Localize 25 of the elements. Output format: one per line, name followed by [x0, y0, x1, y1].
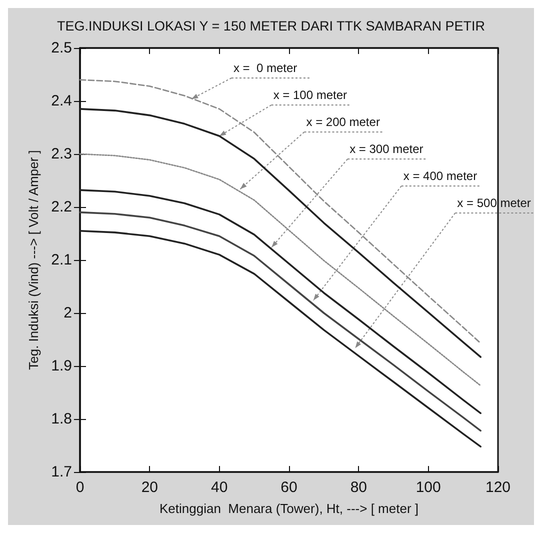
chart-title: TEG.INDUKSI LOKASI Y = 150 METER DARI TTK SAMBARAN PETIR — [57, 18, 486, 34]
y-tick-label: 2.5 — [51, 40, 72, 56]
annotation: x = 400 meter — [403, 169, 478, 183]
y-tick-label: 1.7 — [51, 464, 72, 480]
x-tick-label: 40 — [210, 479, 228, 496]
y-tick-label: 2 — [64, 304, 72, 322]
y-axis-title: Teg. Induksi (Vind) ---> [ Volt / Amper ] — [26, 150, 41, 370]
x-tick-label: 20 — [141, 479, 158, 496]
x-tick-label: 80 — [350, 479, 368, 496]
y-tick-label: 2.4 — [51, 92, 72, 110]
annotation: x = 500 meter — [457, 196, 531, 210]
y-tick-label: 2.1 — [51, 252, 72, 268]
y-tick-label: 2.2 — [51, 198, 72, 216]
x-tick-label: 100 — [416, 479, 441, 496]
x-tick-label: 120 — [485, 479, 511, 496]
annotation: x = 100 meter — [273, 88, 348, 102]
x-axis-title: Ketinggian Menara (Tower), Ht, ---> [ meter ] — [159, 501, 419, 516]
annotation: x = 0 meter — [233, 61, 298, 75]
y-tick-label: 1.8 — [51, 410, 72, 428]
annotation: x = 300 meter — [350, 142, 424, 156]
y-tick-label: 1.9 — [51, 358, 72, 374]
y-tick-label: 2.3 — [51, 146, 72, 162]
x-tick-label: 60 — [280, 479, 298, 496]
x-tick-label: 0 — [76, 479, 84, 496]
annotation: x = 200 meter — [306, 115, 380, 129]
